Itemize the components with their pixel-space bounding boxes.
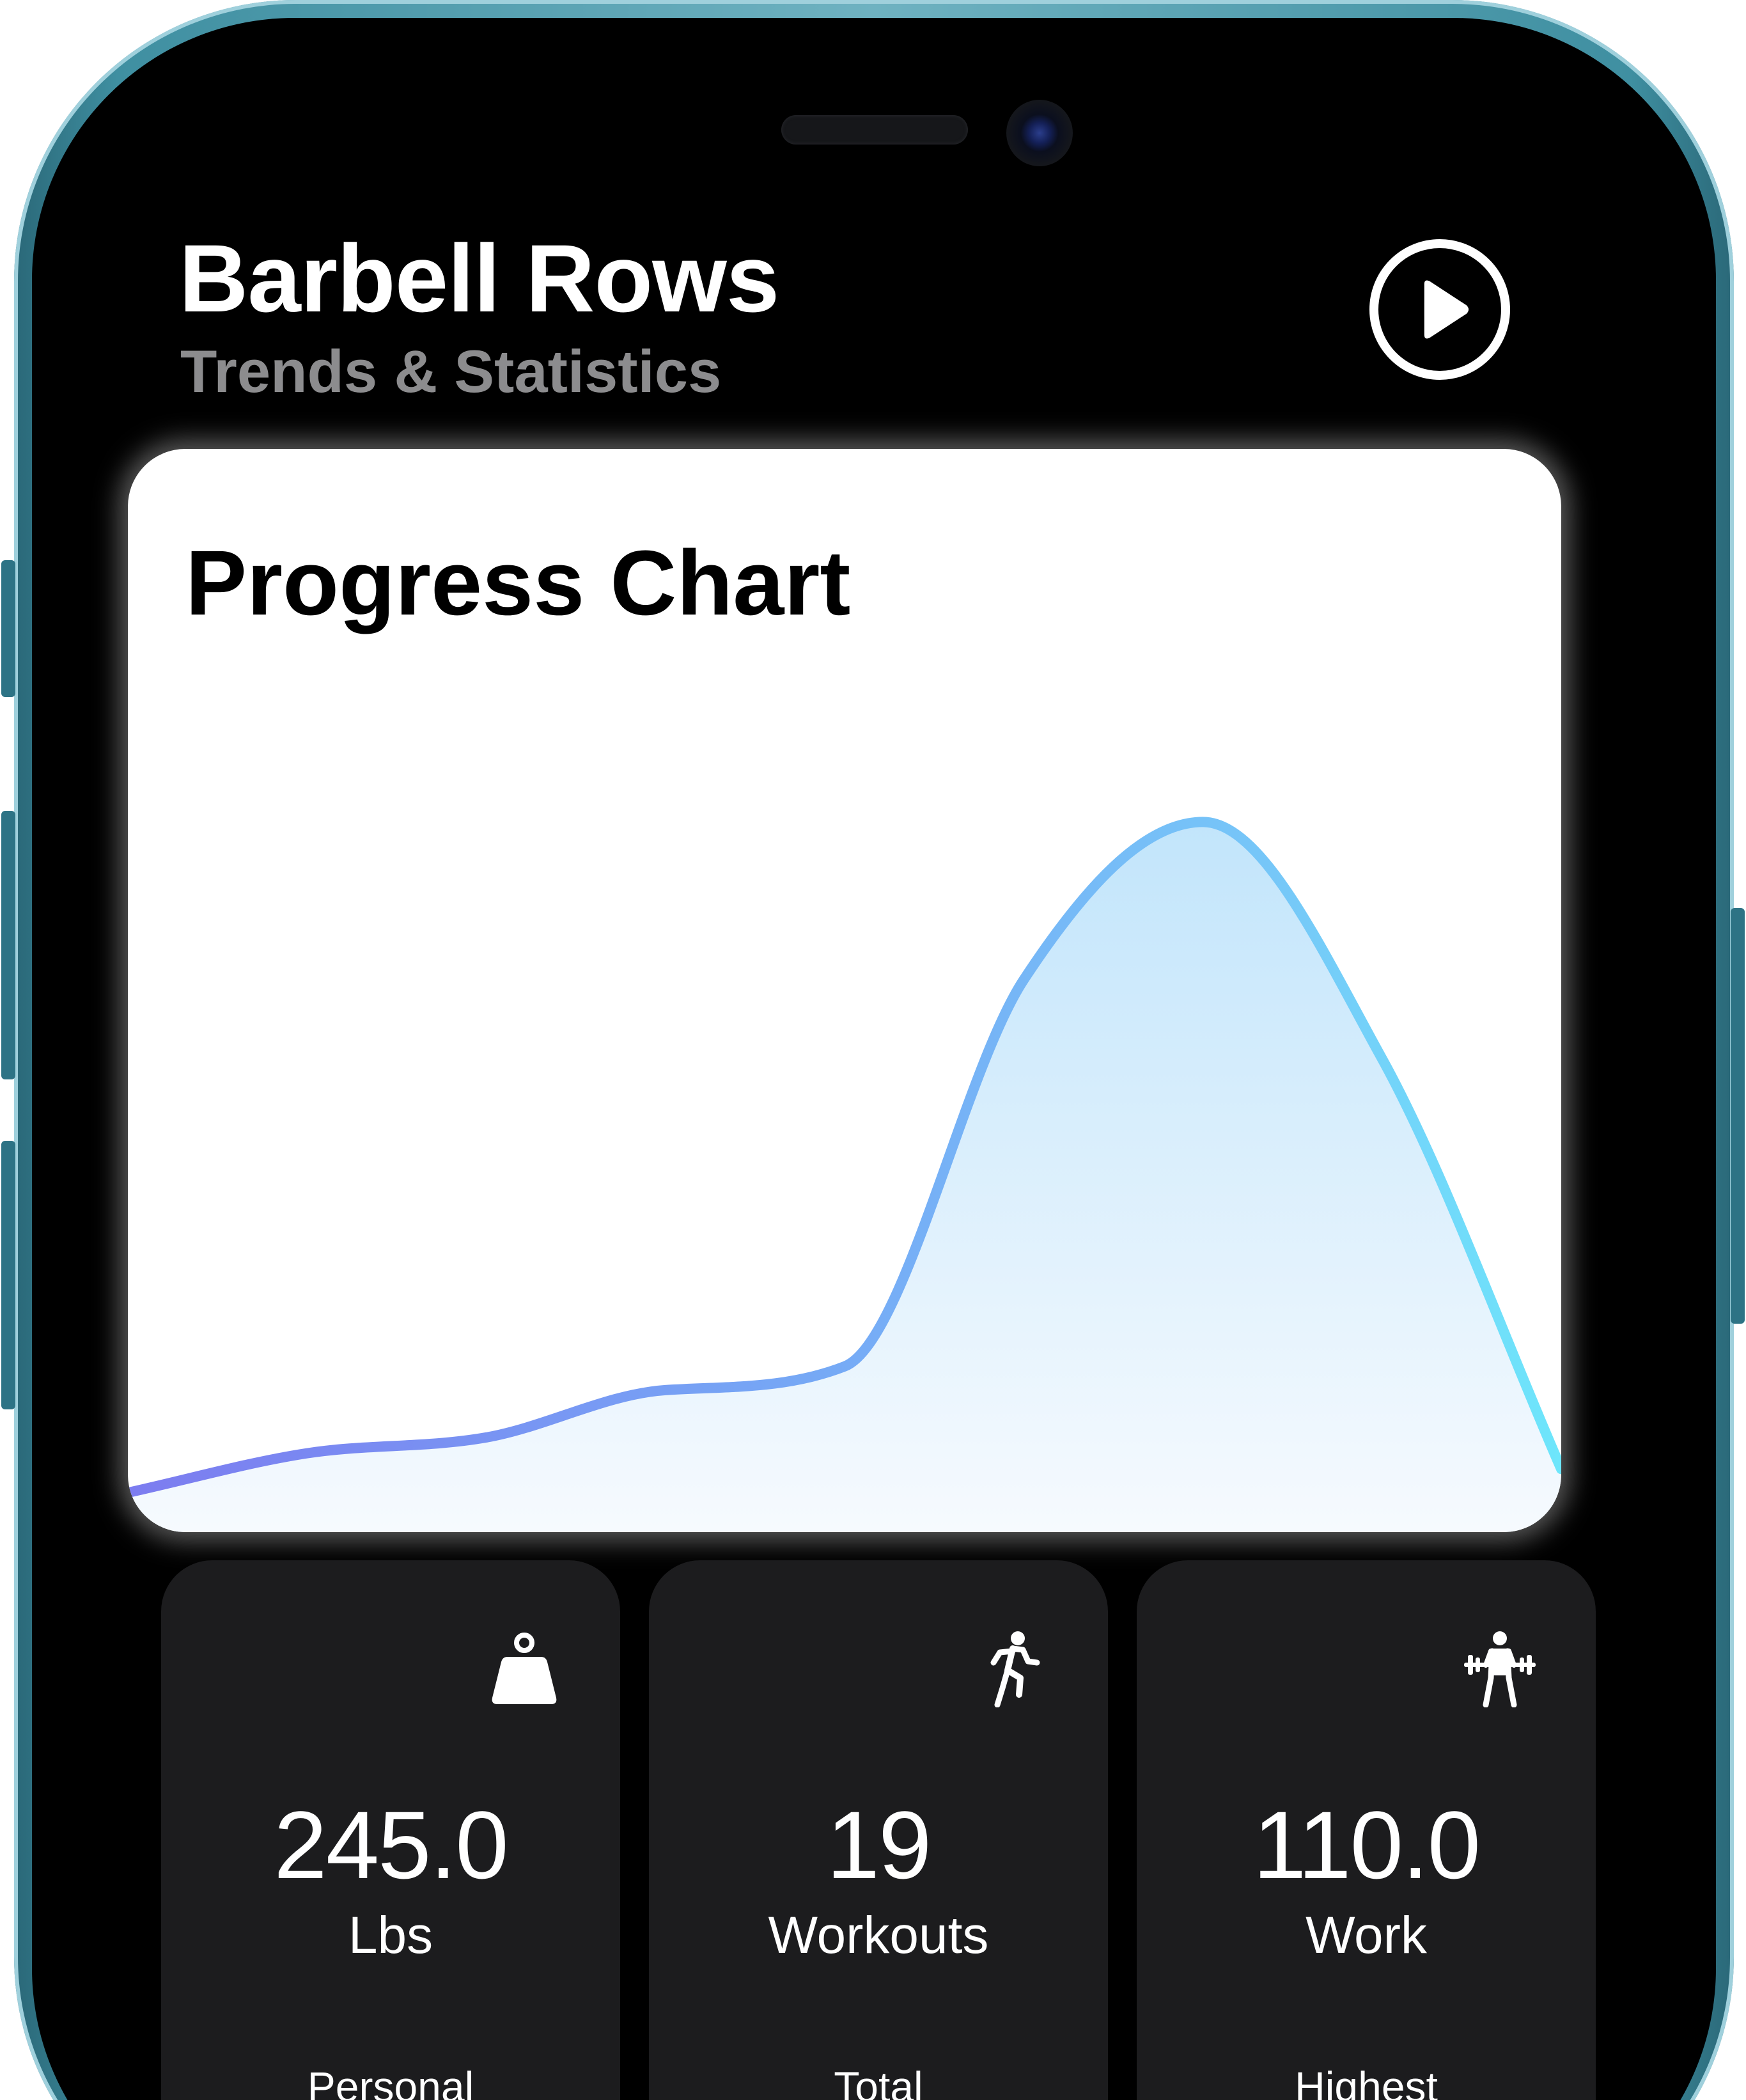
stat-card-personal[interactable]: 245.0 Lbs Personal [161, 1560, 620, 2100]
play-icon [1424, 280, 1469, 339]
weightlifter-icon [1461, 1631, 1538, 1707]
stat-card-workouts[interactable]: 19 Workouts Total [649, 1560, 1108, 2100]
front-camera [1006, 100, 1073, 166]
stat-description: Total [834, 2063, 923, 2100]
running-figure-icon [974, 1631, 1050, 1707]
stat-unit: Workouts [768, 1906, 989, 1964]
volume-up-button [1, 811, 15, 1079]
volume-down-button [1, 1141, 15, 1409]
stat-value: 110.0 [1252, 1791, 1481, 1899]
stat-card-work[interactable]: 110.0 Work Highest [1137, 1560, 1596, 2100]
stat-unit: Lbs [348, 1906, 433, 1964]
progress-chart-card: Progress Chart [128, 449, 1561, 1532]
power-button [1731, 908, 1745, 1324]
chart-title: Progress Chart [185, 531, 851, 634]
weight-icon [486, 1631, 563, 1707]
earpiece-speaker [781, 115, 968, 145]
stat-description: Highest [1295, 2063, 1438, 2100]
progress-chart [128, 817, 1561, 1532]
page-subtitle: Trends & Statistics [180, 338, 722, 405]
stat-description: Personal [307, 2063, 474, 2100]
stat-value: 245.0 [274, 1791, 508, 1899]
play-button[interactable] [1369, 239, 1510, 380]
stat-value: 19 [826, 1791, 932, 1899]
chart-series-line [128, 817, 1561, 1498]
chart-area-fill [128, 822, 1561, 1532]
mute-switch [1, 560, 15, 697]
page-title: Barbell Rows [179, 224, 779, 332]
stat-unit: Work [1306, 1906, 1427, 1964]
